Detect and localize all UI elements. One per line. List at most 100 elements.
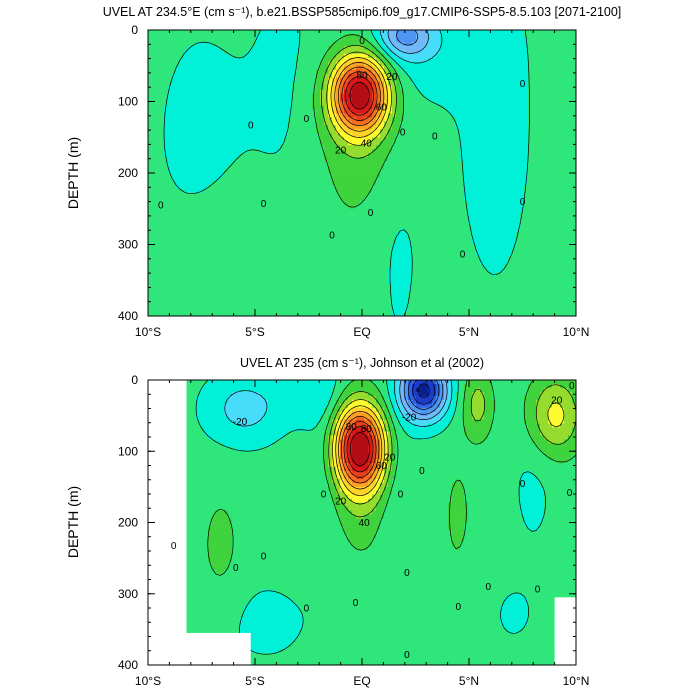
contour-cell — [280, 65, 285, 71]
contour-cell — [424, 196, 429, 202]
contour-cell — [460, 105, 465, 111]
contour-cell — [228, 105, 233, 111]
contour-cell — [244, 37, 249, 43]
contour-cell — [228, 173, 233, 178]
contour-cell — [364, 204, 369, 210]
contour-cell — [216, 173, 221, 178]
contour-cell — [568, 93, 573, 99]
contour-cell — [376, 77, 381, 83]
contour-cell — [448, 149, 453, 154]
contour-cell — [264, 101, 269, 107]
contour-cell — [200, 105, 205, 111]
contour-cell — [192, 113, 197, 118]
contour-cell — [164, 117, 169, 122]
contour-cell — [376, 165, 381, 170]
contour-cell — [336, 81, 341, 87]
contour-cell — [260, 184, 265, 190]
contour-cell — [184, 105, 189, 111]
contour-cell — [188, 93, 193, 99]
contour-cell — [308, 45, 313, 51]
contour-cell — [316, 137, 321, 142]
contour-cell — [164, 57, 169, 63]
contour-cell — [264, 153, 269, 158]
contour-cell — [168, 145, 173, 150]
contour-cell — [320, 157, 325, 162]
contour-cell — [444, 141, 449, 146]
contour-cell — [464, 184, 469, 190]
contour-cell — [448, 200, 453, 206]
contour-cell — [328, 200, 333, 206]
contour-cell — [192, 176, 197, 182]
contour-cell — [464, 33, 469, 39]
contour-cell — [352, 176, 357, 182]
contour-cell — [480, 200, 485, 206]
contour-cell — [304, 133, 309, 138]
contour-cell — [248, 30, 253, 35]
contour-cell — [356, 97, 361, 103]
contour-cell — [524, 57, 529, 63]
contour-cell — [284, 188, 289, 194]
contour-cell — [444, 97, 449, 103]
contour-cell — [388, 77, 393, 83]
contour-cell — [372, 149, 377, 154]
contour-cell — [552, 188, 557, 194]
contour-cell — [280, 125, 285, 130]
contour-cell — [504, 49, 509, 55]
contour-cell — [524, 113, 529, 118]
contour-cell — [500, 101, 505, 107]
contour-cell — [220, 73, 225, 79]
contour-cell — [464, 173, 469, 178]
contour-cell — [272, 141, 277, 146]
contour-cell — [256, 200, 261, 206]
contour-cell — [572, 61, 576, 67]
contour-cell — [268, 101, 273, 107]
contour-cell — [260, 196, 265, 202]
contour-cell — [220, 65, 225, 71]
contour-cell — [404, 149, 409, 154]
contour-cell — [272, 105, 277, 111]
contour-cell — [200, 101, 205, 107]
contour-cell — [304, 37, 309, 43]
contour-cell — [148, 129, 153, 134]
contour-cell — [348, 200, 353, 206]
contour-cell — [264, 105, 269, 111]
contour-cell — [528, 125, 533, 130]
contour-cell — [516, 208, 521, 214]
contour-cell — [456, 153, 461, 158]
contour-cell — [356, 117, 361, 122]
contour-cell — [200, 117, 205, 122]
contour-cell — [564, 125, 569, 130]
contour-cell — [252, 53, 257, 59]
contour-cell — [172, 180, 177, 186]
contour-cell — [548, 57, 553, 63]
contour-cell — [528, 161, 533, 166]
contour-cell — [244, 65, 249, 71]
contour-cell — [296, 204, 301, 210]
contour-cell — [248, 188, 253, 194]
contour-cell — [264, 53, 269, 59]
contour-cell — [148, 73, 153, 79]
contour-cell — [404, 176, 409, 182]
contour-cell — [564, 153, 569, 158]
contour-cell — [380, 173, 385, 178]
contour-cell — [332, 165, 337, 170]
contour-cell — [160, 153, 165, 158]
contour-cell — [324, 85, 329, 91]
contour-cell — [456, 61, 461, 67]
contour-cell — [276, 53, 281, 59]
contour-cell — [264, 89, 269, 95]
contour-cell — [464, 93, 469, 99]
contour-cell — [216, 45, 221, 51]
contour-cell — [320, 93, 325, 99]
contour-cell — [544, 81, 549, 87]
contour-cell — [508, 105, 513, 111]
contour-cell — [392, 41, 397, 47]
contour-cell — [236, 65, 241, 71]
contour-cell — [228, 169, 233, 174]
contour-cell — [356, 41, 361, 47]
contour-cell — [228, 53, 233, 59]
contour-cell — [524, 141, 529, 146]
contour-cell — [236, 176, 241, 182]
contour-cell — [188, 184, 193, 190]
contour-cell — [548, 153, 553, 158]
